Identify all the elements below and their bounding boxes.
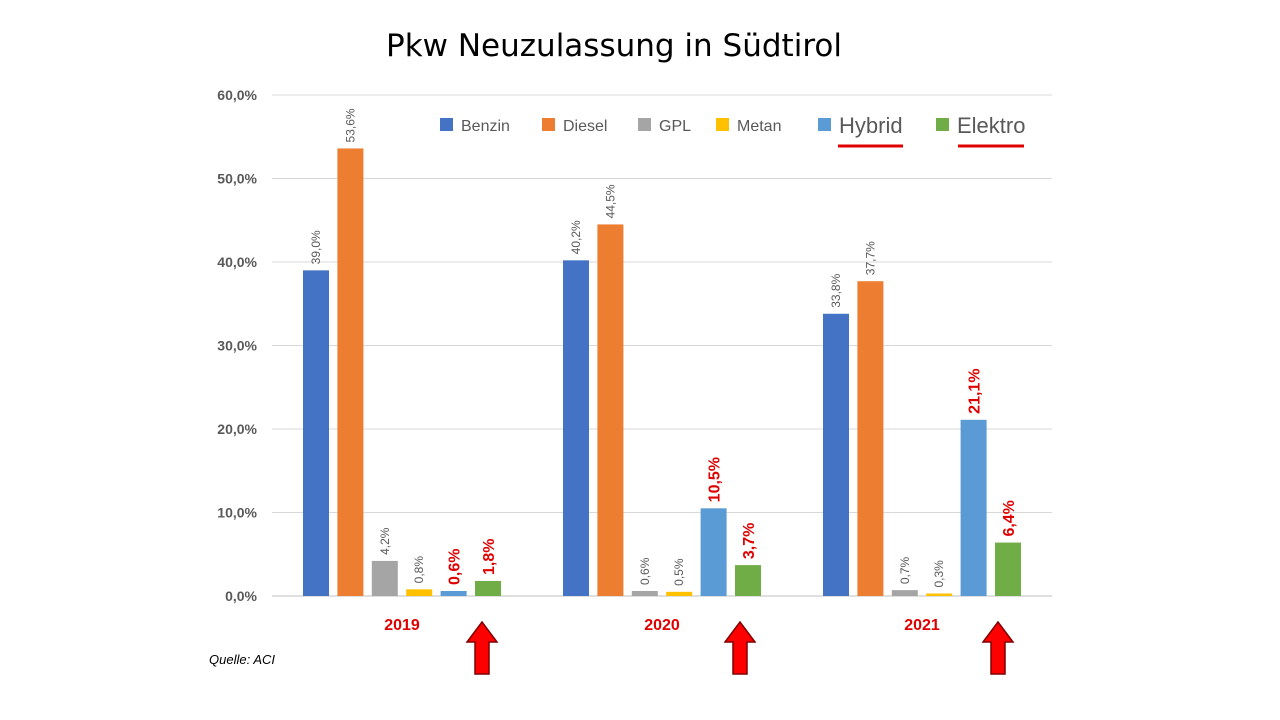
legend-label: Diesel [563,118,607,135]
bar-metan [406,589,433,596]
legend-label: Elektro [957,113,1025,138]
data-label: 0,7% [898,556,912,584]
legend-swatch-metan [716,118,729,131]
x-tick-label: 2021 [904,617,940,634]
y-tick-label: 10,0% [217,505,257,521]
data-label: 4,2% [378,527,392,555]
data-label: 37,7% [863,241,877,275]
up-arrow-icon [723,620,757,675]
bar-diesel [337,148,364,596]
legend-label: Metan [737,118,781,135]
data-label: 0,6% [447,549,464,585]
y-tick-label: 30,0% [217,338,257,354]
legend-label: GPL [659,118,691,135]
bar-benzin [823,313,849,596]
up-arrow-icon [465,620,499,675]
data-label: 3,7% [741,523,758,559]
data-label: 39,0% [309,230,323,264]
data-label: 0,6% [638,557,652,585]
bar-elektro [735,565,761,596]
y-tick-label: 40,0% [217,254,257,270]
data-label: 1,8% [481,539,498,575]
y-tick-label: 60,0% [217,87,257,103]
bar-gpl [631,590,658,596]
data-label: 53,6% [343,108,357,142]
data-label: 10,5% [707,457,724,502]
legend-swatch-elektro [936,118,949,131]
bar-hybrid [440,590,467,596]
bar-hybrid [960,419,987,596]
bar-gpl [891,590,918,596]
data-label: 6,4% [1001,500,1018,536]
legend-label: Benzin [461,118,510,135]
legend-swatch-gpl [638,118,651,131]
y-tick-label: 50,0% [217,171,257,187]
bar-diesel [857,281,884,596]
bar-metan [926,593,953,596]
y-tick-label: 20,0% [217,421,257,437]
bar-benzin [563,260,589,596]
y-tick-label: 0,0% [225,588,257,604]
legend-swatch-diesel [542,118,555,131]
data-label: 21,1% [967,368,984,413]
data-label: 33,8% [829,273,843,307]
data-label: 0,3% [932,560,946,588]
data-label: 0,5% [672,558,686,586]
x-tick-label: 2019 [384,617,420,634]
bar-elektro [995,542,1021,596]
chart-title: Pkw Neuzulassung in Südtirol [386,28,842,64]
legend-label: Hybrid [839,113,903,138]
legend-swatch-benzin [440,118,453,131]
up-arrow-icon [981,620,1015,675]
x-tick-label: 2020 [644,617,680,634]
legend-swatch-hybrid [818,118,831,131]
bar-benzin [303,270,329,596]
source-note: Quelle: ACI [209,652,275,667]
bar-gpl [371,560,398,596]
data-label: 40,2% [569,220,583,254]
bar-diesel [597,224,624,597]
bar-metan [666,591,693,596]
bar-elektro [475,580,501,596]
data-label: 44,5% [603,184,617,218]
bar-hybrid [700,508,727,596]
data-label: 0,8% [412,556,426,584]
